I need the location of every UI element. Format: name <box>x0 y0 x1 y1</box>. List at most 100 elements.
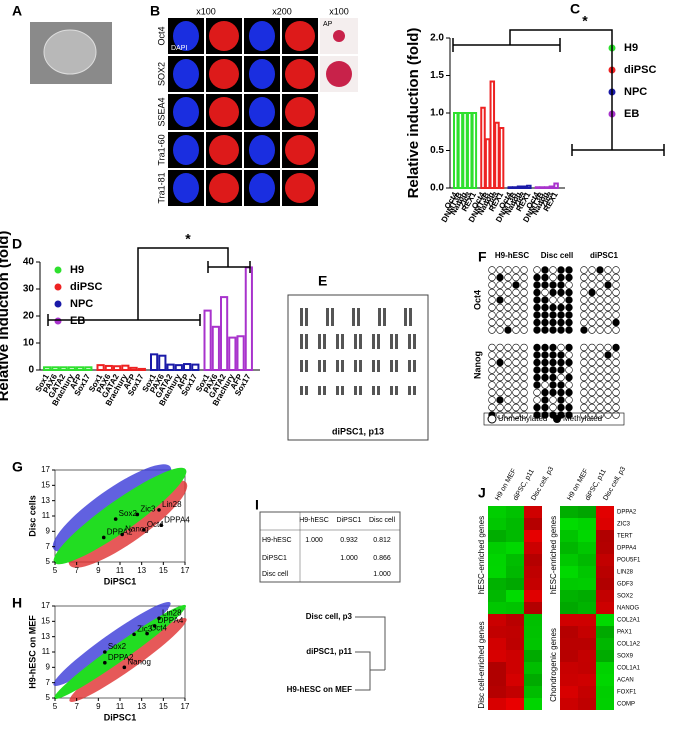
heat-cell <box>488 638 506 650</box>
cpg-site <box>557 296 565 304</box>
cpg-site <box>588 303 596 312</box>
y-tick-label: 1.5 <box>430 70 444 81</box>
y-tick-label: 11 <box>42 511 51 520</box>
heat-cell <box>596 674 614 686</box>
y-tick-label: 7 <box>46 542 51 551</box>
cpg-site <box>580 358 588 367</box>
cpg-site <box>533 273 541 282</box>
cpg-site <box>580 396 588 404</box>
cpg-site <box>488 311 496 319</box>
cpg-site <box>580 388 588 397</box>
cpg-site <box>520 303 528 312</box>
heat-cell <box>524 578 542 590</box>
cpg-site <box>612 358 620 367</box>
heat-cell <box>560 650 578 662</box>
heat-cell <box>578 662 596 674</box>
stain-colony <box>209 135 239 165</box>
heat-cell <box>596 614 614 626</box>
cpg-site <box>496 266 504 274</box>
cpg-site <box>565 303 573 312</box>
cpg-site <box>596 358 604 367</box>
cpg-site <box>604 273 612 282</box>
bar <box>191 363 200 372</box>
table-cell: Disc cell <box>262 571 289 578</box>
chromosome <box>404 308 407 326</box>
cpg-site <box>588 288 596 297</box>
panel-label: D <box>12 236 22 252</box>
cpg-site <box>557 358 565 367</box>
cpg-site <box>604 343 612 352</box>
heat-cell <box>506 662 524 674</box>
chromosome <box>377 360 380 372</box>
cpg-site <box>512 388 520 397</box>
bar <box>183 363 192 371</box>
legend-marker <box>54 300 62 308</box>
bar <box>67 366 76 371</box>
cpg-site <box>549 351 557 359</box>
cpg-site <box>549 303 557 312</box>
cpg-site <box>549 266 557 274</box>
chromosome <box>305 308 308 326</box>
heat-cell <box>488 578 506 590</box>
x-tick-label: 11 <box>116 702 125 711</box>
ap-colony <box>333 30 345 42</box>
heat-cell <box>488 614 506 626</box>
heat-cell <box>578 542 596 554</box>
cpg-site <box>541 411 549 419</box>
cpg-site <box>504 296 512 304</box>
cpg-site <box>549 366 557 374</box>
cpg-site <box>496 326 504 334</box>
heat-cell <box>578 602 596 614</box>
cpg-site <box>604 411 612 419</box>
heat-cell <box>506 566 524 578</box>
cpg-site <box>596 366 604 374</box>
cpg-site <box>504 318 512 327</box>
heat-cell <box>578 578 596 590</box>
chromosome <box>300 360 303 372</box>
cpg-site <box>488 281 496 289</box>
cpg-site <box>565 273 573 282</box>
cpg-site <box>588 351 596 359</box>
chromosome <box>326 308 329 326</box>
table-header: DiPSC1 <box>337 517 362 524</box>
y-tick-label: 5 <box>46 693 51 702</box>
bar <box>220 296 229 372</box>
cpg-site <box>604 326 612 334</box>
heat-cell <box>488 650 506 662</box>
cpg-site <box>612 281 620 289</box>
chromosome <box>408 334 411 349</box>
heat-cell <box>578 554 596 566</box>
cpg-site <box>565 351 573 359</box>
heat-cell <box>560 554 578 566</box>
gene-name: LIN28 <box>617 570 634 576</box>
bracket <box>452 29 665 156</box>
y-tick-label: 17 <box>41 465 50 474</box>
cpg-site <box>612 343 620 352</box>
stain-colony <box>249 59 275 89</box>
gene-name: POU5F1 <box>617 558 641 564</box>
x-tick-label: 9 <box>96 702 101 711</box>
cpg-site <box>533 318 541 327</box>
cpg-site <box>588 266 596 274</box>
y-tick-label: 1.0 <box>430 108 444 119</box>
cpg-site <box>580 366 588 374</box>
cpg-site <box>604 351 612 359</box>
cpg-site <box>549 343 557 352</box>
heat-cell <box>578 530 596 542</box>
legend-label: NPC <box>70 298 93 310</box>
cpg-site <box>588 273 596 282</box>
cpg-site <box>488 343 496 352</box>
panel-label: C <box>570 1 580 17</box>
heat-cell <box>560 638 578 650</box>
legend-open <box>487 414 497 424</box>
bar <box>498 127 505 189</box>
y-axis-label: Relative induction (fold) <box>405 28 422 199</box>
cpg-site <box>596 403 604 412</box>
table-frame <box>259 511 401 583</box>
heat-cell <box>596 686 614 698</box>
cpg-site <box>549 388 557 397</box>
cpg-site <box>596 303 604 312</box>
cloud-red <box>69 617 187 703</box>
x-tick-label: 15 <box>159 566 168 575</box>
heat-cell <box>578 674 596 686</box>
